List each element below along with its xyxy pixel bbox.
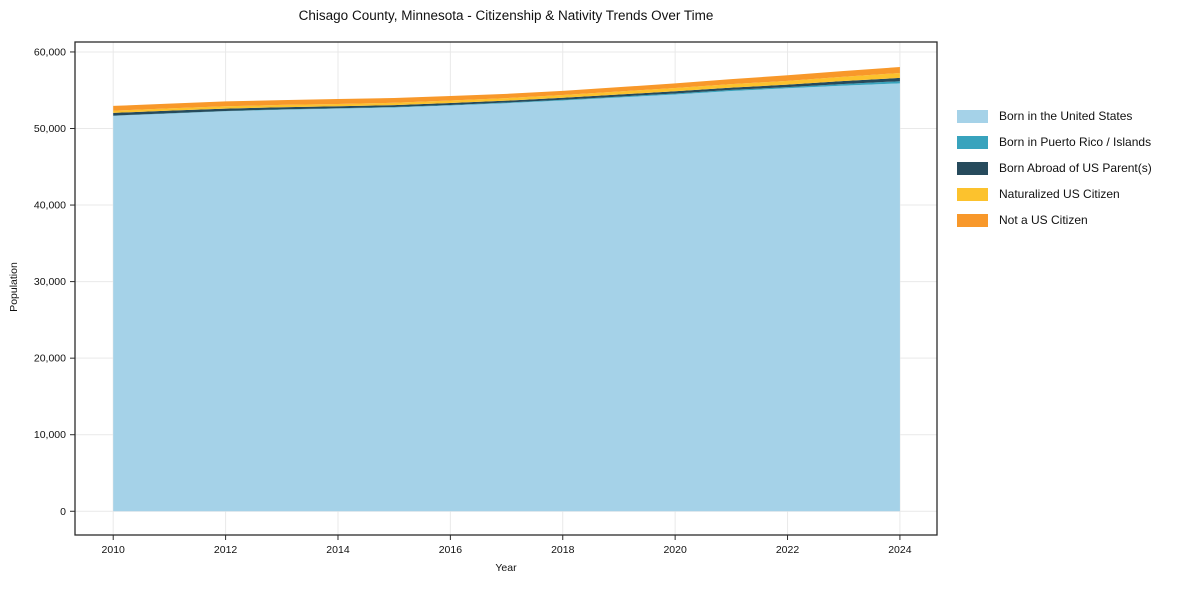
area-series bbox=[113, 73, 900, 113]
y-tick-label: 20,000 bbox=[34, 353, 66, 365]
area-series bbox=[113, 77, 900, 116]
area-series bbox=[113, 81, 900, 116]
x-tick-label: 2022 bbox=[776, 544, 800, 556]
legend-label: Born in Puerto Rico / Islands bbox=[999, 135, 1152, 149]
legend-swatch bbox=[957, 213, 988, 227]
x-tick-label: 2016 bbox=[439, 544, 463, 556]
stacked-areas bbox=[113, 67, 900, 512]
axes-ticks: 2010 2012 2014 2016 2018 2020 2022 2024 0 10,000 2… bbox=[34, 46, 912, 556]
legend-item: Born in the United States bbox=[957, 103, 1152, 129]
x-tick-label: 2024 bbox=[888, 544, 912, 556]
legend-label: Born in the United States bbox=[999, 109, 1133, 123]
legend-swatch bbox=[957, 135, 988, 149]
legend-label: Naturalized US Citizen bbox=[999, 187, 1120, 201]
legend-swatch bbox=[957, 161, 988, 175]
x-tick-label: 2018 bbox=[551, 544, 575, 556]
y-tick-label: 50,000 bbox=[34, 123, 66, 135]
x-tick-label: 2014 bbox=[326, 544, 350, 556]
legend-label: Not a US Citizen bbox=[999, 213, 1088, 227]
legend-item: Born Abroad of US Parent(s) bbox=[957, 155, 1152, 181]
legend: Born in the United States Born in Puerto … bbox=[957, 103, 1152, 233]
area-series bbox=[113, 83, 900, 512]
chart-title: Chisago County, Minnesota - Citizenship … bbox=[298, 8, 714, 23]
x-tick-label: 2010 bbox=[102, 544, 126, 556]
y-tick-label: 30,000 bbox=[34, 276, 66, 288]
legend-swatch bbox=[957, 187, 988, 201]
x-tick-label: 2012 bbox=[214, 544, 238, 556]
legend-item: Not a US Citizen bbox=[957, 207, 1152, 233]
y-tick-label: 10,000 bbox=[34, 429, 66, 441]
y-tick-label: 40,000 bbox=[34, 200, 66, 212]
area-series bbox=[113, 67, 900, 111]
legend-item: Born in Puerto Rico / Islands bbox=[957, 129, 1152, 155]
y-tick-label: 60,000 bbox=[34, 46, 66, 58]
x-axis-label: Year bbox=[495, 562, 517, 574]
y-tick-label: 0 bbox=[60, 506, 66, 518]
y-axis-label: Population bbox=[8, 262, 20, 312]
x-tick-label: 2020 bbox=[663, 544, 687, 556]
legend-swatch bbox=[957, 109, 988, 123]
legend-item: Naturalized US Citizen bbox=[957, 181, 1152, 207]
legend-label: Born Abroad of US Parent(s) bbox=[999, 161, 1152, 175]
plot-border bbox=[74, 41, 938, 536]
